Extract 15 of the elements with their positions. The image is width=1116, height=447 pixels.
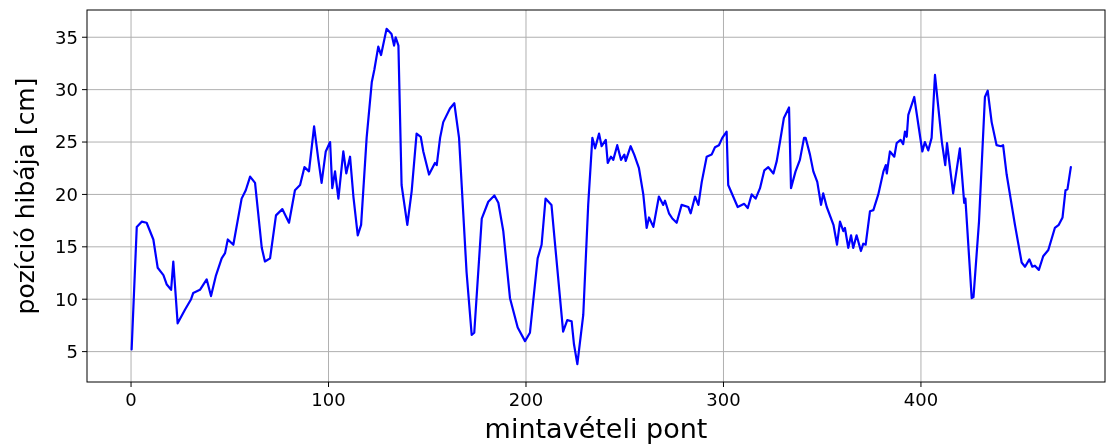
- y-tick-label: 30: [55, 78, 78, 100]
- x-tick-label: 300: [706, 389, 741, 410]
- y-tick-label: 35: [55, 26, 78, 48]
- x-axis-title: mintavételi pont: [484, 413, 708, 444]
- x-tick-label: 100: [311, 389, 346, 410]
- y-tick-label: 20: [55, 183, 78, 205]
- x-tick-label: 0: [125, 389, 137, 410]
- y-tick-label: 10: [55, 288, 78, 310]
- x-tick-label: 400: [903, 389, 939, 410]
- y-tick-label: 15: [55, 236, 78, 258]
- y-axis-title: pozíció hibája [cm]: [11, 77, 40, 315]
- y-tick-label: 5: [66, 340, 78, 362]
- y-tick-label: 25: [55, 131, 78, 153]
- line-series: [130, 27, 1072, 366]
- x-tick-label: 200: [508, 389, 544, 410]
